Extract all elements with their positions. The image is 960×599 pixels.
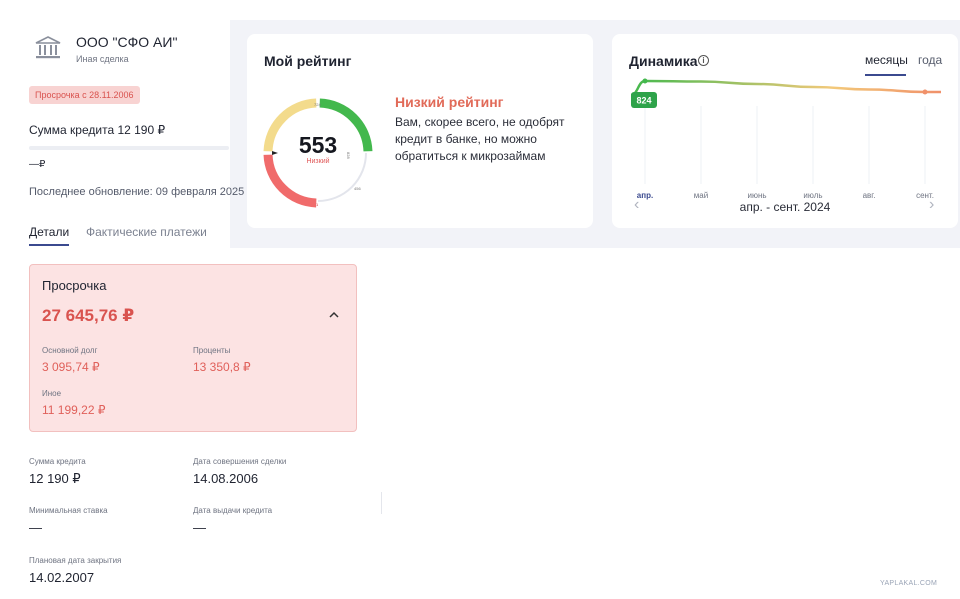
x-tick-label: сент. (916, 191, 934, 200)
rating-level: Низкий (306, 158, 330, 165)
data-point (922, 89, 928, 95)
gauge-high-segment (319, 98, 373, 152)
deal-date-label: Дата совершения сделки (193, 457, 287, 466)
loan-sum-label: Сумма кредита (29, 457, 86, 466)
x-tick-label: июнь (747, 191, 766, 200)
x-tick-label: июль (803, 191, 822, 200)
dynamics-range: апр. - сент. 2024 (739, 200, 831, 214)
rating-score: 553 (298, 132, 338, 158)
close-date-value: 14.02.2007 (29, 570, 95, 585)
x-tick-label: май (694, 191, 708, 200)
issue-date-value: — (193, 520, 206, 535)
gauge-svg: 1 456 724 828 (263, 98, 373, 208)
overdue-badge: Просрочка с 28.11.2006 (29, 86, 140, 104)
tab-months[interactable]: месяцы (865, 53, 908, 67)
loan-sum-value: 12 190 ₽ (29, 471, 81, 486)
dynamics-title: Динамика (629, 53, 698, 69)
rating-headline: Низкий рейтинг (395, 94, 504, 110)
watermark: YAPLAKAL.COM (880, 580, 938, 587)
overdue-card: Просрочка 27 645,76 ₽ Основной долг 3 09… (29, 264, 357, 432)
min-rate-value: — (29, 520, 42, 535)
chevron-left-icon[interactable]: ‹ (634, 196, 640, 213)
tab-details[interactable]: Детали (29, 225, 70, 239)
gauge-low-segment (263, 154, 317, 208)
value-badge (631, 92, 657, 108)
paid-amount: —₽ (29, 159, 46, 170)
organization-name: ООО "СФО АИ" (76, 34, 178, 50)
rating-card-title: Мой рейтинг (264, 53, 352, 69)
min-rate-label: Минимальная ставка (29, 506, 108, 515)
interest-label: Проценты (193, 346, 231, 355)
deal-type: Иная сделка (76, 54, 129, 64)
gauge-mid-segment (263, 98, 317, 152)
rating-description: Вам, скорее всего, не одобрят кредит в б… (395, 115, 565, 163)
x-tick-label: авг. (863, 191, 876, 200)
last-update: Последнее обновление: 09 февраля 2025 (29, 186, 245, 198)
other-value: 11 199,22 ₽ (42, 403, 106, 417)
other-label: Иное (42, 389, 62, 398)
series-line (630, 79, 941, 97)
gauge-mark-1: 1 (316, 202, 319, 207)
active-period-underline (865, 74, 906, 76)
rating-dashboard: Мой рейтинг 1 456 724 828 553 Низкий Низ… (230, 20, 960, 248)
rating-card: Мой рейтинг 1 456 724 828 553 Низкий Низ… (247, 34, 593, 228)
data-point (642, 78, 648, 84)
active-tab-underline (29, 244, 69, 246)
gauge-center (278, 113, 358, 193)
value-badge-label: 824 (636, 96, 651, 106)
loan-sum-summary: Сумма кредита 12 190 ₽ (29, 123, 166, 137)
divider (381, 492, 382, 514)
overdue-total: 27 645,76 ₽ (42, 306, 135, 325)
gauge-mark-828: 828 (346, 152, 351, 159)
gauge-mark-724: 724 (314, 102, 321, 107)
overdue-title: Просрочка (42, 278, 107, 293)
tab-actual-payments[interactable]: Фактические платежи (86, 225, 207, 239)
rating-gauge: 1 456 724 828 553 Низкий (259, 94, 377, 212)
gauge-track (317, 152, 367, 202)
principal-value: 3 095,74 ₽ (42, 360, 100, 374)
gauge-pointer-icon (272, 151, 278, 155)
principal-label: Основной долг (42, 346, 98, 355)
gauge-mark-456: 456 (354, 186, 361, 191)
chevron-up-icon[interactable] (328, 309, 340, 321)
interest-value: 13 350,8 ₽ (193, 360, 251, 374)
deal-date-value: 14.08.2006 (193, 471, 259, 486)
chevron-right-icon[interactable]: › (929, 196, 935, 213)
info-icon[interactable]: i (698, 55, 709, 66)
dynamics-chart: апр. май июнь июль авг. сент. 824 (630, 78, 941, 200)
repayment-progress-bar (29, 146, 229, 150)
tab-years[interactable]: года (918, 53, 943, 67)
close-date-label: Плановая дата закрытия (29, 556, 122, 565)
bank-icon (35, 36, 61, 59)
dynamics-card: Динамика i месяцы года апр. май июнь июль ав… (612, 34, 958, 228)
issue-date-label: Дата выдачи кредита (193, 506, 273, 515)
x-tick-label: апр. (637, 191, 653, 200)
